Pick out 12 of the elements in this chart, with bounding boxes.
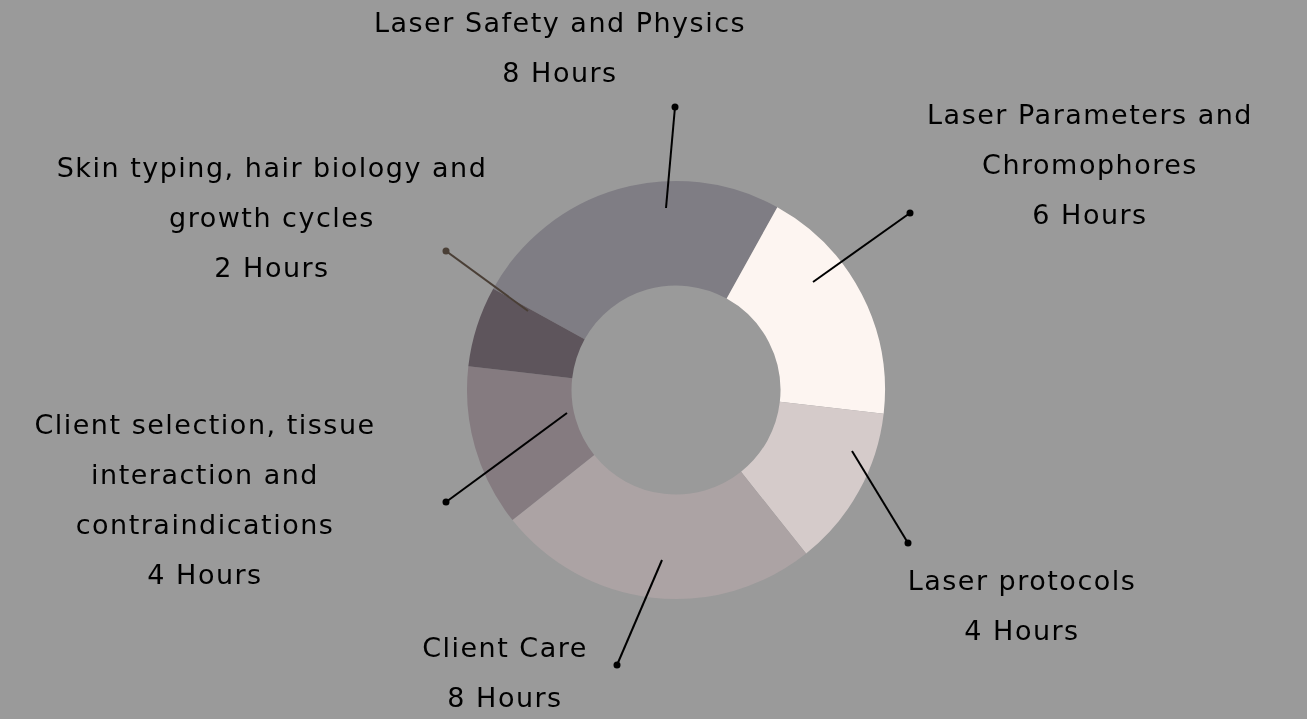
slice-label: Laser Safety and Physics: [373, 7, 747, 39]
slice-label: Client selection, tissue interaction and contraindications: [34, 409, 376, 541]
data-label: 8 Hours: [447, 682, 563, 714]
slice-label: Laser Parameters and Chromophores: [927, 99, 1253, 181]
data-label: 4 Hours: [147, 559, 263, 591]
data-label: 4 Hours: [964, 615, 1080, 647]
data-label: 8 Hours: [502, 57, 618, 89]
data-label: 6 Hours: [1032, 199, 1148, 231]
data-label: 2 Hours: [214, 252, 330, 284]
slice-label: Skin typing, hair biology and growth cycles: [56, 152, 488, 234]
slice-label: Client Care: [422, 632, 588, 664]
slice-label: Laser protocols: [907, 565, 1137, 597]
